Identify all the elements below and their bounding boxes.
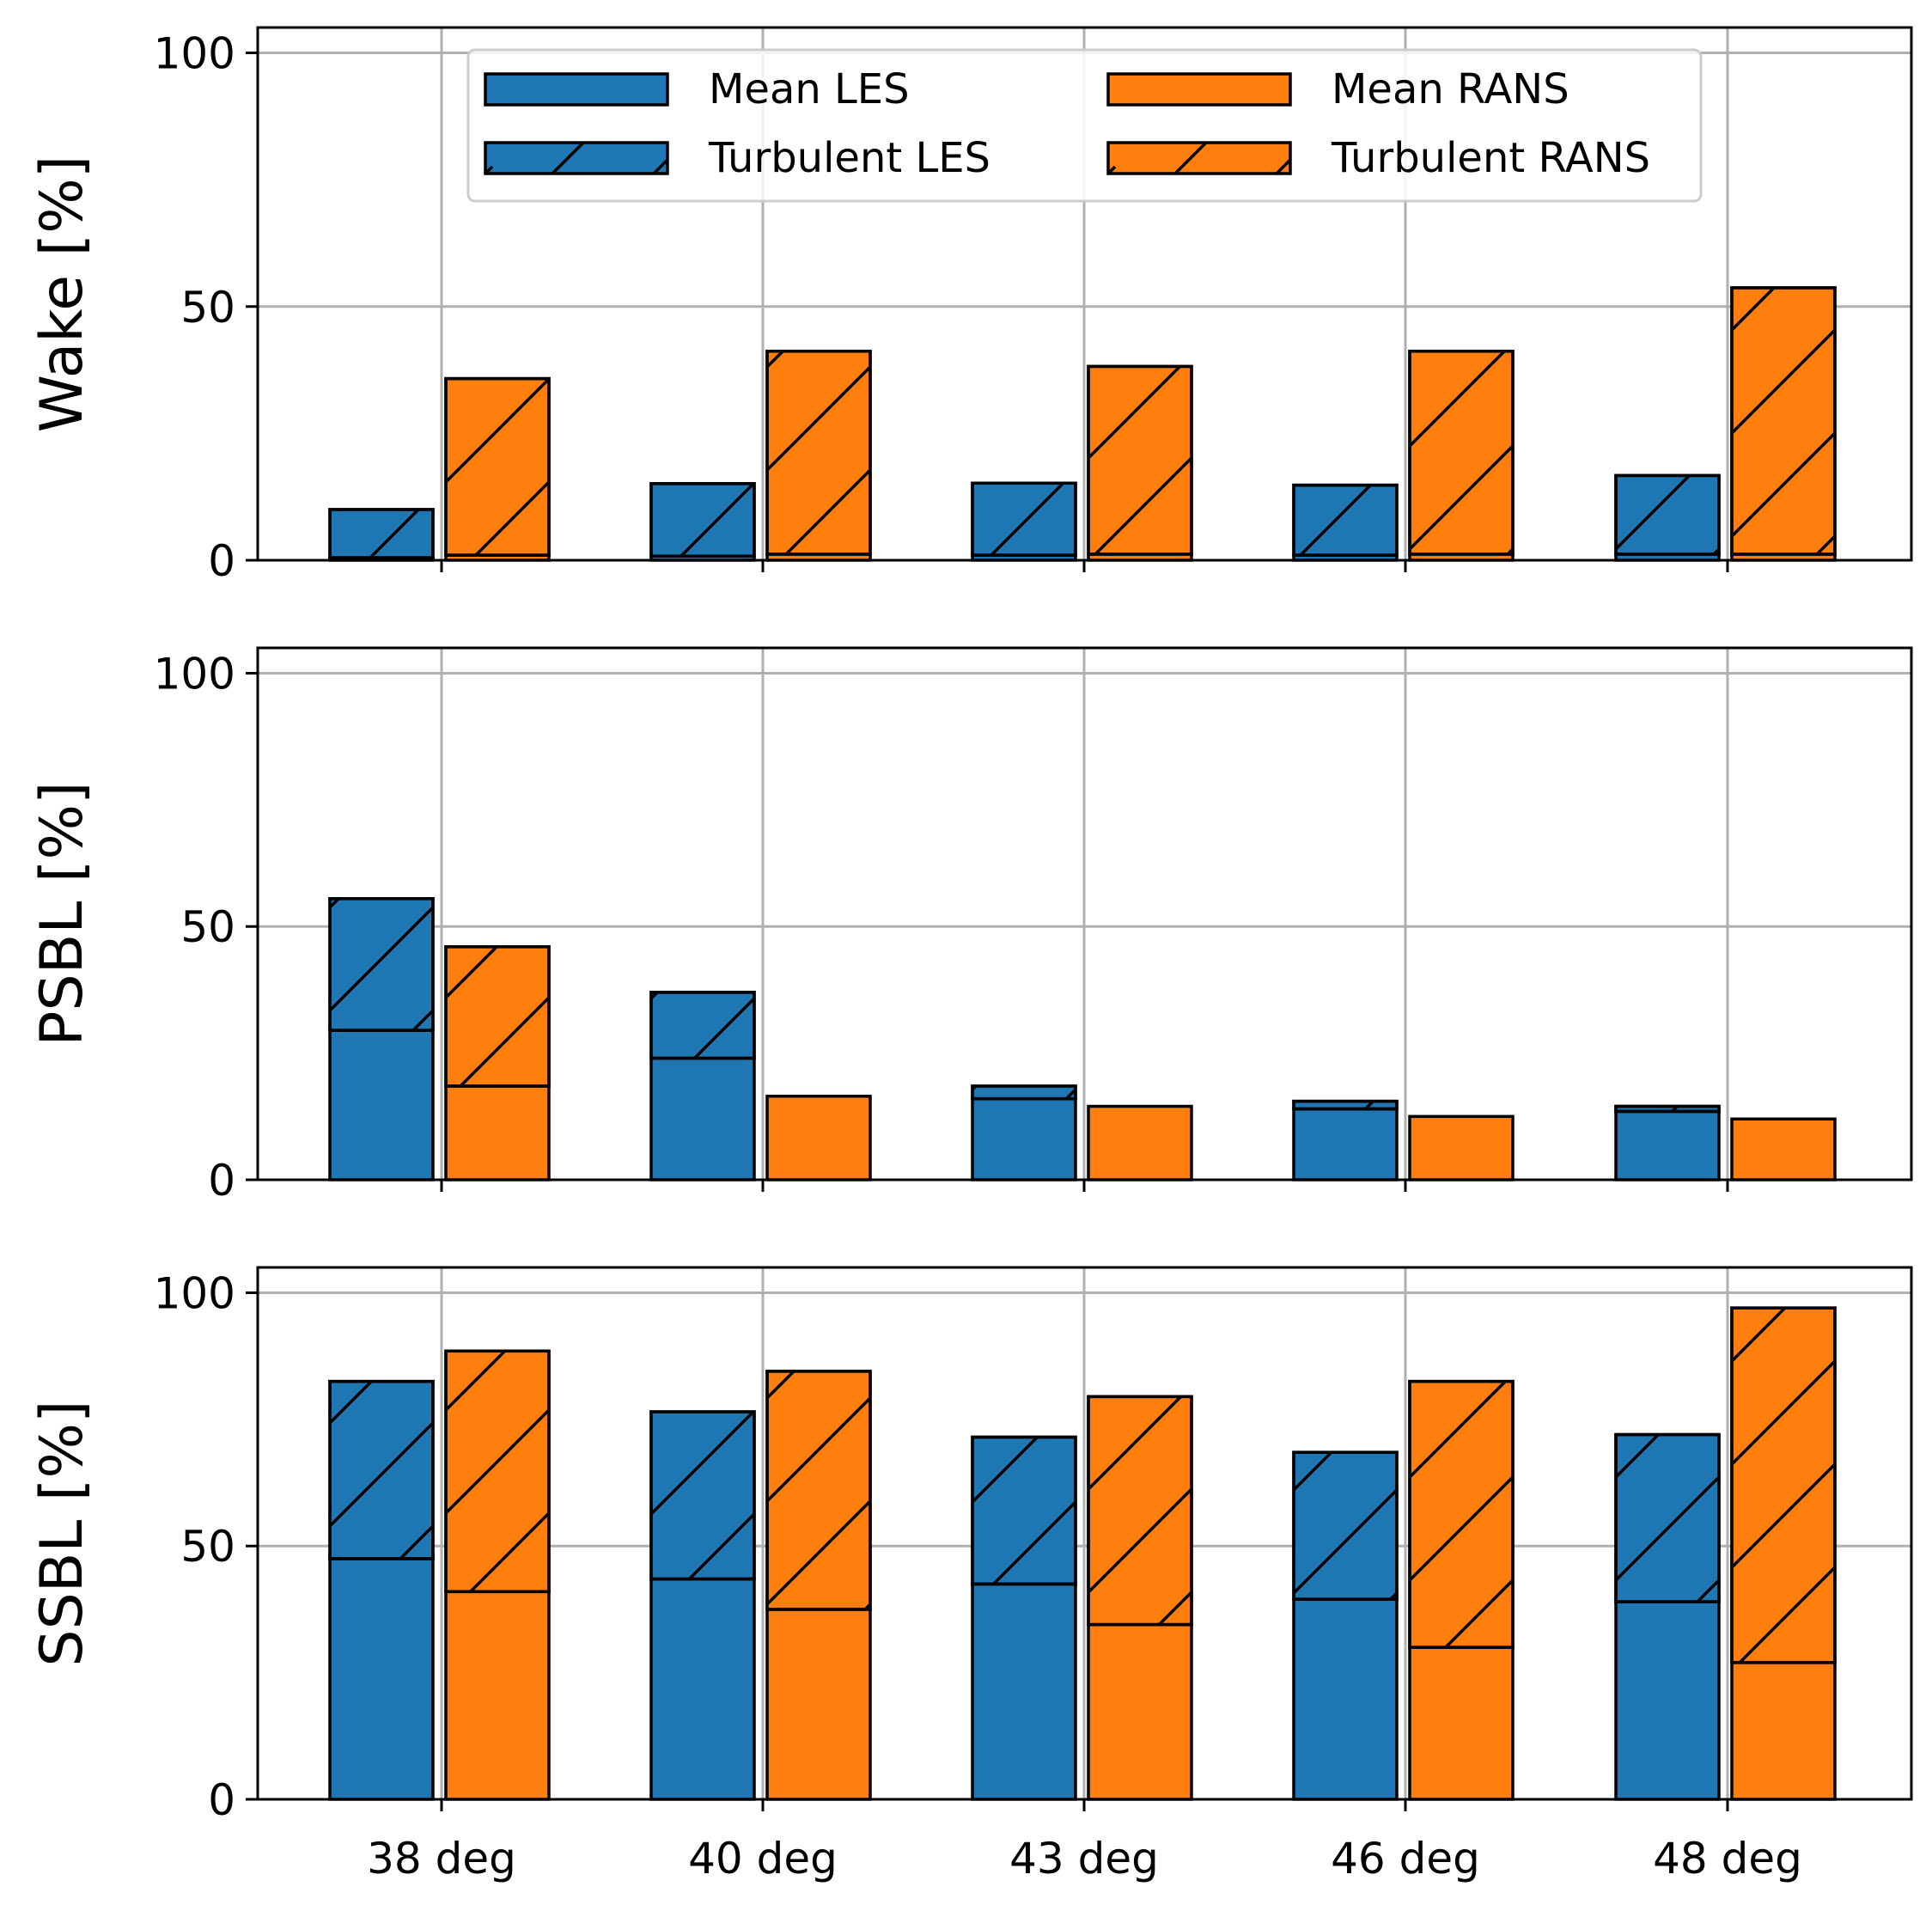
bar-mean-les — [649, 1577, 756, 1801]
bar-turbulent-hatch-les — [649, 991, 756, 1060]
legend-swatch — [484, 141, 669, 175]
bar-turbulent-hatch-rans — [444, 945, 551, 1088]
y-tick-label: 100 — [154, 1268, 235, 1318]
bar-turbulent-hatch-les — [1292, 483, 1399, 557]
bar-turbulent-hatch-rans — [1408, 1379, 1515, 1649]
bar-turbulent-hatch-rans — [1730, 286, 1837, 556]
bar-mean-les — [971, 1582, 1077, 1801]
x-tick-label: 40 deg — [688, 1834, 838, 1884]
bar-mean-les — [1292, 1597, 1399, 1801]
legend-entry-mean-les: Mean LES — [484, 65, 910, 113]
x-tick-label: 48 deg — [1653, 1834, 1802, 1884]
panel-ssbl: 0 50 100 SSBL [%] — [28, 1266, 1913, 1825]
legend-label: Turbulent LES — [708, 134, 990, 182]
y-axis-label: SSBL [%] — [28, 1400, 96, 1666]
bar-turbulent-hatch-les — [328, 508, 435, 559]
bar-turbulent-hatch-les — [1614, 1104, 1721, 1114]
bar-turbulent-hatch-rans — [444, 376, 551, 557]
x-tick-label: 43 deg — [1009, 1834, 1159, 1884]
y-tick-label: 50 — [180, 902, 235, 952]
bar-mean-les — [649, 1056, 756, 1181]
y-axis-label: PSBL [%] — [28, 782, 96, 1047]
bar-mean-les — [1292, 1107, 1399, 1181]
bar-turbulent-hatch-rans — [765, 1370, 872, 1611]
bar-turbulent-hatch-rans — [1087, 1395, 1193, 1627]
legend-label: Turbulent RANS — [1331, 134, 1650, 182]
panel-wake: 0 50 100 Wake [%] — [28, 26, 1913, 586]
x-tick-label: 38 deg — [367, 1834, 516, 1884]
y-tick-label: 50 — [180, 283, 235, 333]
bar-mean-rans — [1408, 1646, 1515, 1801]
y-tick-label: 0 — [208, 1775, 235, 1825]
bar-turbulent-hatch-les — [328, 1379, 435, 1560]
legend-hatch-line — [1173, 141, 1208, 175]
bar-mean-rans — [765, 1094, 872, 1181]
bar-mean-les — [328, 1029, 435, 1181]
bar-turbulent-hatch-les — [649, 482, 756, 559]
bar-turbulent-hatch-rans — [765, 349, 872, 556]
bar-turbulent-hatch-les — [1292, 1099, 1399, 1111]
bar-mean-rans — [444, 1084, 551, 1181]
bar-mean-les — [1614, 1109, 1721, 1181]
bar-turbulent-hatch-les — [971, 1435, 1077, 1586]
y-tick-label: 0 — [208, 1156, 235, 1206]
x-tick-label: 46 deg — [1331, 1834, 1480, 1884]
bar-turbulent-hatch-les — [1292, 1450, 1399, 1601]
bar-mean-rans — [1087, 1622, 1193, 1801]
legend-hatch-line — [1106, 165, 1117, 175]
bars — [328, 1306, 1837, 1801]
panel-psbl: 0 50 100 PSBL [%] — [28, 646, 1913, 1206]
legend-hatch-line — [1275, 158, 1292, 175]
y-tick-label: 100 — [154, 29, 235, 79]
bar-mean-rans — [1730, 1661, 1837, 1801]
legend-swatch — [1106, 141, 1292, 175]
bar-turbulent-hatch-les — [649, 1410, 756, 1581]
bar-turbulent-hatch-rans — [444, 1349, 551, 1594]
legend-frame — [466, 48, 1703, 203]
bars — [328, 286, 1837, 562]
y-tick-label: 0 — [208, 536, 235, 586]
legend-hatch-line — [652, 158, 669, 175]
bar-turbulent-hatch-les — [971, 1084, 1077, 1101]
y-tick-label: 50 — [180, 1522, 235, 1572]
legend-entry-mean-rans: Mean RANS — [1106, 65, 1569, 113]
bar-mean-les — [328, 1557, 435, 1801]
y-axis-label: Wake [%] — [28, 156, 96, 433]
legend-entry-turbulent-les: Turbulent LES — [484, 134, 990, 182]
legend-entry-turbulent-rans: Turbulent RANS — [1106, 134, 1650, 182]
bar-mean-rans — [1730, 1117, 1837, 1181]
legend-swatch — [484, 72, 669, 107]
bar-turbulent-hatch-les — [1614, 1432, 1721, 1603]
y-tick-label: 100 — [154, 649, 235, 699]
bar-turbulent-hatch-rans — [1087, 364, 1193, 556]
legend: Mean LES Mean RANS Turbulent LES Turbule… — [466, 48, 1703, 203]
legend-hatch-line — [484, 165, 494, 175]
legend-label: Mean LES — [709, 65, 910, 113]
bar-mean-rans — [444, 1590, 551, 1801]
bar-mean-rans — [1087, 1104, 1193, 1181]
bar-mean-les — [971, 1096, 1077, 1181]
bar-mean-les — [1614, 1600, 1721, 1801]
bar-mean-rans — [1408, 1114, 1515, 1181]
bar-turbulent-hatch-les — [328, 897, 435, 1032]
legend-swatch — [1106, 72, 1292, 107]
bar-turbulent-hatch-les — [971, 481, 1077, 557]
x-axis-tick-labels: 38 deg 40 deg 43 deg 46 deg 48 deg — [367, 1834, 1802, 1884]
bar-turbulent-hatch-rans — [1408, 349, 1515, 556]
legend-label: Mean RANS — [1332, 65, 1569, 113]
legend-hatch-line — [551, 141, 585, 175]
bar-turbulent-hatch-rans — [1730, 1306, 1837, 1664]
bar-mean-rans — [765, 1608, 872, 1801]
bars — [328, 897, 1837, 1181]
bar-turbulent-hatch-les — [1614, 473, 1721, 556]
